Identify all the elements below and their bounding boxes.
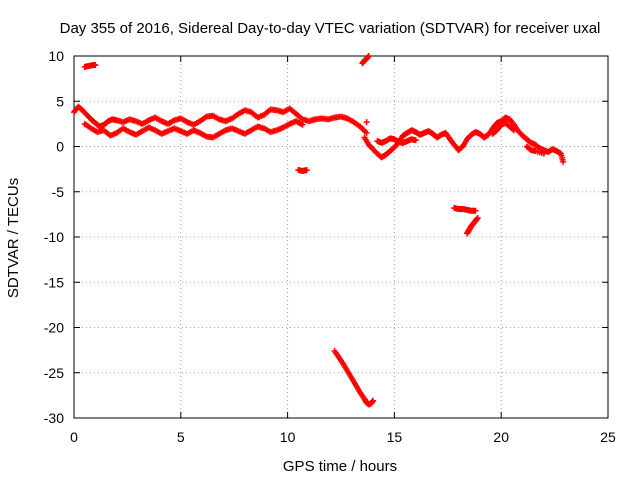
x-tick-label: 0 [70, 429, 78, 445]
x-axis-label: GPS time / hours [283, 458, 397, 475]
data-point [303, 167, 310, 174]
data-point [363, 129, 370, 136]
data-points [71, 53, 567, 408]
x-tick-label: 15 [387, 429, 403, 445]
data-point [540, 150, 547, 157]
data-point [365, 53, 372, 59]
ticks [73, 55, 609, 419]
y-axis-label: SDTVAR / TECUs [5, 178, 22, 298]
data-point [299, 121, 306, 128]
y-tick-label: -10 [44, 229, 64, 245]
y-tick-label: 10 [48, 48, 64, 64]
tick-labels: 0 5 10 15 20 25 10 5 0 -5 -10 -15 -20 -25 -30 [44, 48, 616, 445]
x-tick-label: 25 [600, 429, 616, 445]
data-point [560, 158, 567, 165]
y-tick-label: -15 [44, 274, 64, 290]
x-tick-label: 5 [177, 429, 185, 445]
data-point [363, 119, 370, 126]
grid [74, 56, 608, 418]
y-tick-label: -20 [44, 320, 64, 336]
x-tick-label: 10 [280, 429, 296, 445]
data-point [472, 207, 479, 214]
chart-title: Day 355 of 2016, Sidereal Day-to-day VTE… [60, 20, 601, 37]
x-tick-label: 20 [493, 429, 509, 445]
data-point [412, 137, 419, 144]
y-tick-label: 0 [56, 139, 64, 155]
data-point [370, 397, 377, 404]
y-tick-label: -30 [44, 410, 64, 426]
data-point [474, 214, 481, 221]
y-tick-label: -25 [44, 365, 64, 381]
data-point [92, 62, 99, 69]
y-tick-label: 5 [56, 93, 64, 109]
y-tick-label: -5 [52, 184, 65, 200]
data-point [511, 127, 518, 134]
data-point [509, 126, 516, 133]
